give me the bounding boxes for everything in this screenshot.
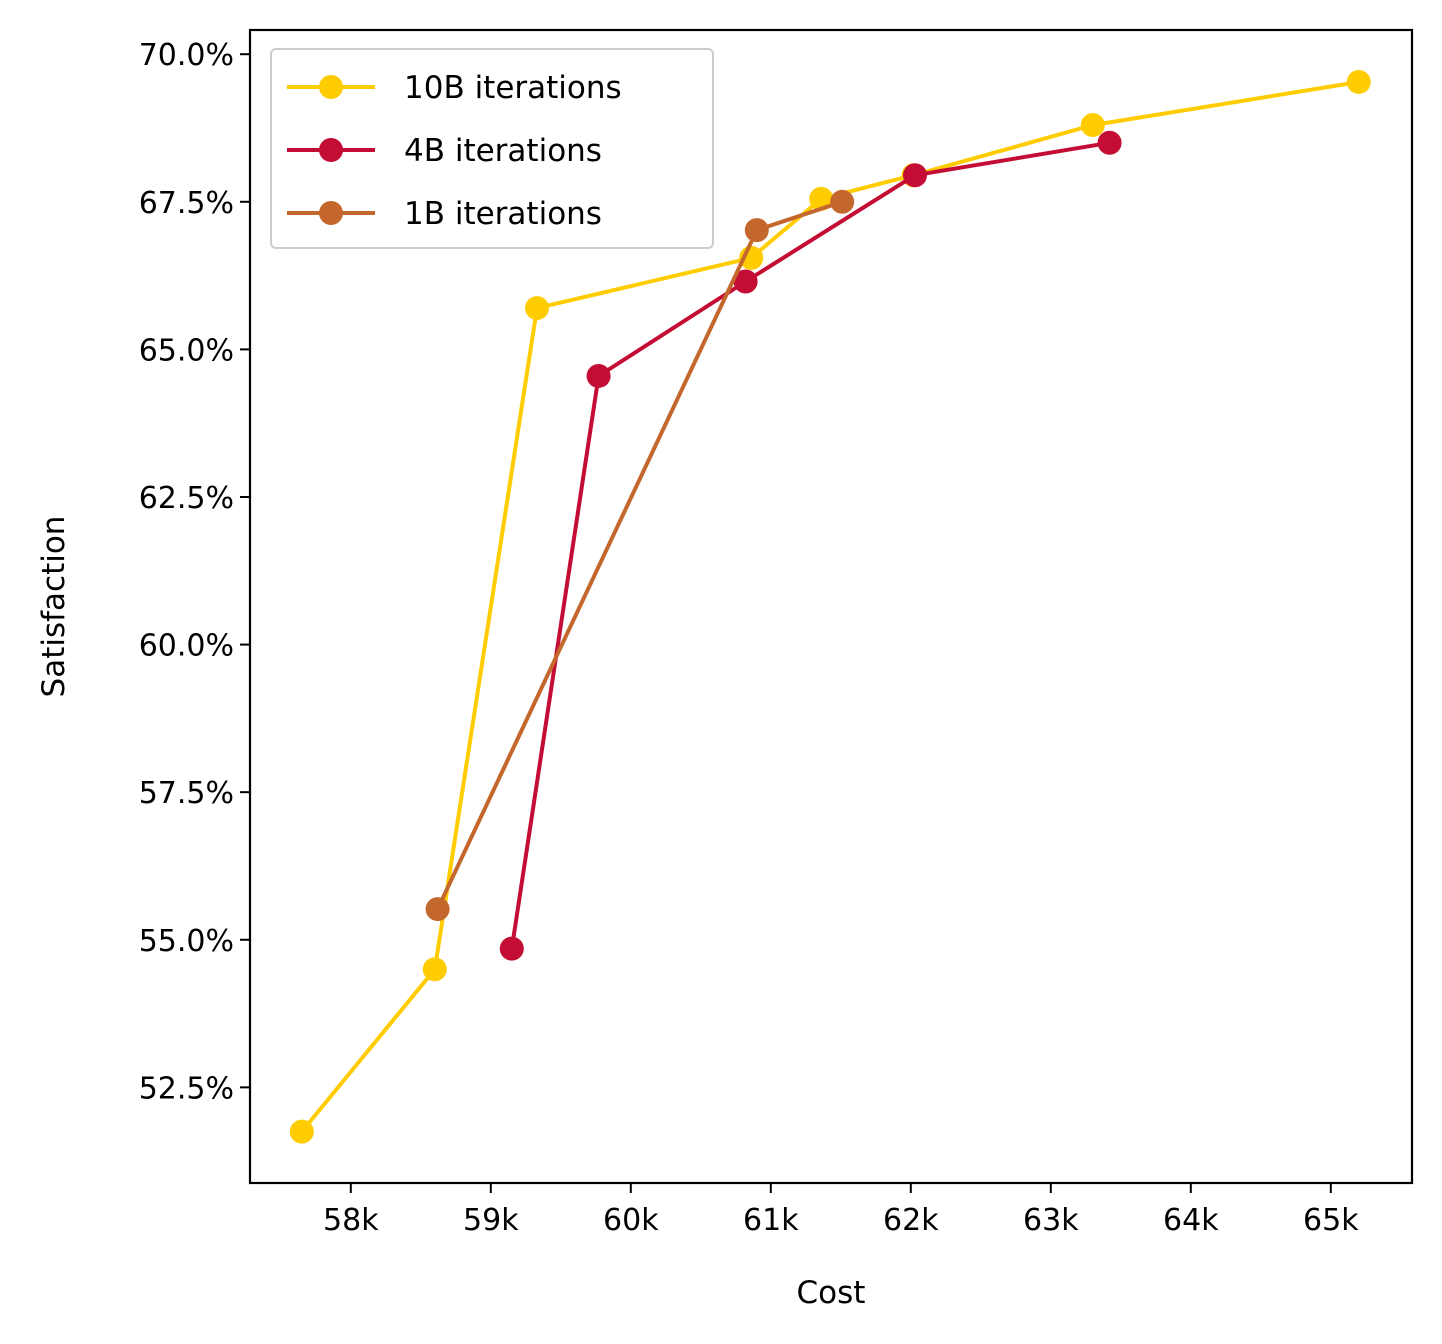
series-layer — [289, 69, 1371, 1144]
data-point — [525, 296, 549, 321]
data-point — [289, 1119, 314, 1144]
series-line — [300, 80, 1360, 1133]
data-point — [1097, 130, 1122, 155]
legend: 10B iterations 4B iterations 1B iterations — [270, 48, 714, 249]
x-tick-label: 59k — [463, 1203, 519, 1238]
y-axis-label: Satisfaction — [36, 516, 72, 698]
x-tick-label: 60k — [603, 1203, 659, 1238]
data-point — [499, 936, 524, 961]
series-2 — [425, 189, 855, 922]
y-tick-label: 62.5% — [139, 481, 234, 516]
x-axis: 58k 59k 60k 61k 62k 63k 64k 65k — [323, 1183, 1359, 1238]
y-tick-label: 65.0% — [139, 333, 234, 368]
x-tick-label: 65k — [1303, 1203, 1359, 1238]
legend-box — [270, 48, 714, 249]
legend-marker — [319, 75, 343, 99]
data-point — [1080, 113, 1105, 138]
y-tick-label: 52.5% — [139, 1071, 234, 1106]
data-point — [425, 897, 450, 922]
y-tick-label: 60.0% — [139, 629, 234, 664]
data-point — [422, 957, 447, 982]
legend-marker — [319, 201, 343, 225]
legend-item: 1B iterations — [287, 196, 602, 232]
data-point — [903, 163, 927, 188]
legend-item: 4B iterations — [287, 133, 602, 169]
legend-item: 10B iterations — [287, 70, 622, 106]
x-tick-label: 63k — [1023, 1203, 1079, 1238]
y-tick-label: 55.0% — [139, 924, 234, 959]
y-tick-label: 57.5% — [139, 776, 234, 811]
series-1 — [499, 130, 1122, 961]
legend-label: 1B iterations — [404, 196, 602, 232]
legend-marker — [319, 138, 343, 162]
data-point — [586, 363, 611, 388]
x-axis-label: Cost — [797, 1275, 866, 1311]
series-line — [509, 140, 1110, 949]
data-point — [1346, 69, 1371, 94]
x-tick-label: 62k — [883, 1203, 939, 1238]
x-tick-label: 64k — [1163, 1203, 1219, 1238]
data-point — [830, 189, 855, 214]
x-tick-label: 61k — [743, 1203, 799, 1238]
data-point — [733, 269, 758, 294]
y-axis: 52.5% 55.0% 57.5% 60.0% 62.5% 65.0% 67.5% 70.0% — [139, 38, 250, 1106]
y-tick-label: 70.0% — [139, 38, 234, 73]
legend-label: 4B iterations — [404, 133, 602, 169]
legend-label: 10B iterations — [404, 70, 622, 106]
plot-frame — [248, 28, 1414, 1185]
y-tick-label: 67.5% — [139, 186, 234, 221]
data-point — [744, 218, 769, 243]
x-tick-label: 58k — [323, 1203, 379, 1238]
